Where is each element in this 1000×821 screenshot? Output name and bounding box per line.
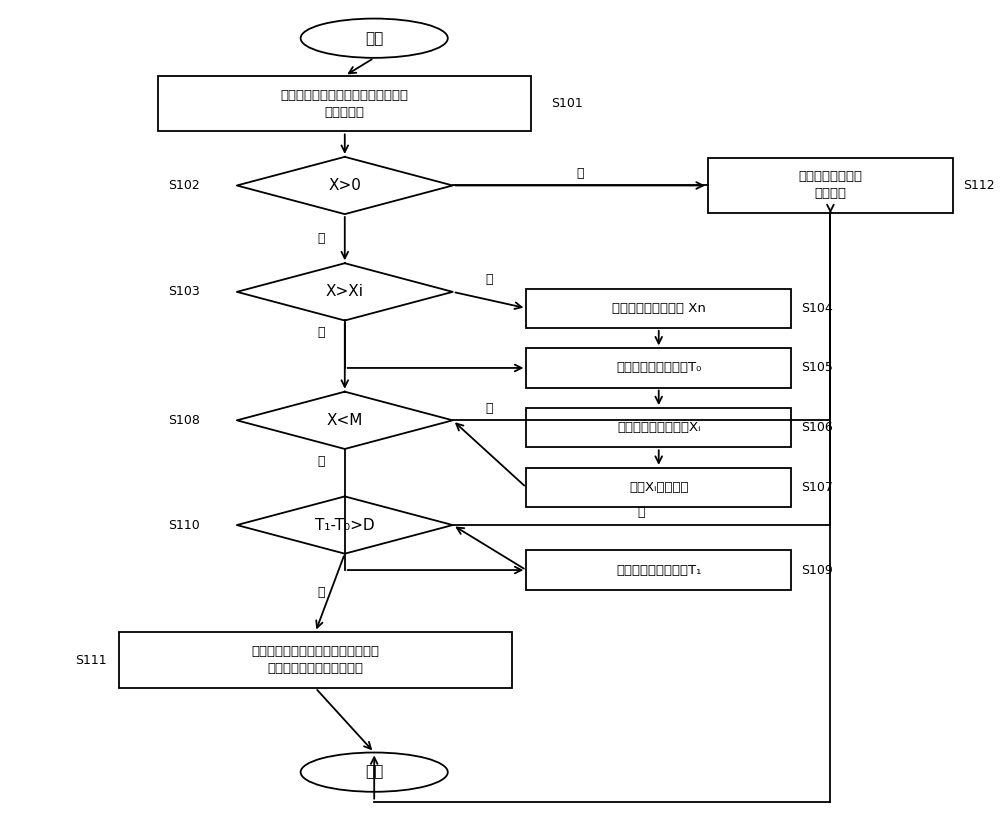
Bar	[526, 468, 791, 507]
Text: S105: S105	[801, 361, 833, 374]
Text: 清除数据，不生成
称重文件: 清除数据，不生成 称重文件	[798, 171, 862, 200]
Text: 控制模块以固定时间间隔从称重模块
读取重量值: 控制模块以固定时间间隔从称重模块 读取重量值	[281, 89, 409, 119]
Text: S102: S102	[168, 179, 200, 192]
Text: 否: 否	[486, 401, 493, 415]
Bar	[526, 348, 791, 388]
Bar	[708, 158, 953, 213]
Bar	[526, 550, 791, 589]
Text: 是: 是	[318, 232, 325, 245]
Text: S101: S101	[551, 97, 583, 110]
Text: 记录上磅过程数据组 Xn: 记录上磅过程数据组 Xn	[612, 302, 706, 314]
Bar	[526, 408, 791, 447]
Bar	[526, 289, 791, 328]
Text: 记录称重过程数据组Xᵢ: 记录称重过程数据组Xᵢ	[617, 421, 700, 434]
Text: 是: 是	[318, 586, 325, 599]
Text: S106: S106	[801, 421, 833, 434]
Text: 记录下磅开始时间点T₁: 记录下磅开始时间点T₁	[616, 563, 701, 576]
Text: 开始: 开始	[365, 30, 383, 46]
Text: 否: 否	[576, 167, 584, 180]
Text: S107: S107	[801, 481, 833, 494]
Text: S104: S104	[801, 302, 833, 314]
Text: S111: S111	[75, 654, 107, 667]
Text: X>0: X>0	[328, 178, 361, 193]
Text: 否: 否	[486, 273, 493, 286]
Text: 是: 是	[318, 455, 325, 468]
Text: S108: S108	[168, 414, 200, 427]
Bar	[119, 632, 512, 688]
Text: S112: S112	[963, 179, 994, 192]
Text: S110: S110	[168, 519, 200, 531]
Text: S103: S103	[168, 286, 200, 298]
Text: 结束: 结束	[365, 764, 383, 780]
Text: X<M: X<M	[327, 413, 363, 428]
Text: 否: 否	[638, 507, 645, 519]
Text: 确定称重结果，触发外围模块，形成
称重文件，并发送至远程端: 确定称重结果，触发外围模块，形成 称重文件，并发送至远程端	[251, 645, 379, 675]
Bar	[158, 76, 531, 131]
Text: 记录称重开始时间点T₀: 记录称重开始时间点T₀	[616, 361, 701, 374]
Text: S109: S109	[801, 563, 833, 576]
Text: T₁-T₀>D: T₁-T₀>D	[315, 517, 375, 533]
Text: 计算Xᵢ的统计量: 计算Xᵢ的统计量	[629, 481, 688, 494]
Text: 是: 是	[318, 326, 325, 339]
Text: X>Xi: X>Xi	[326, 284, 364, 300]
